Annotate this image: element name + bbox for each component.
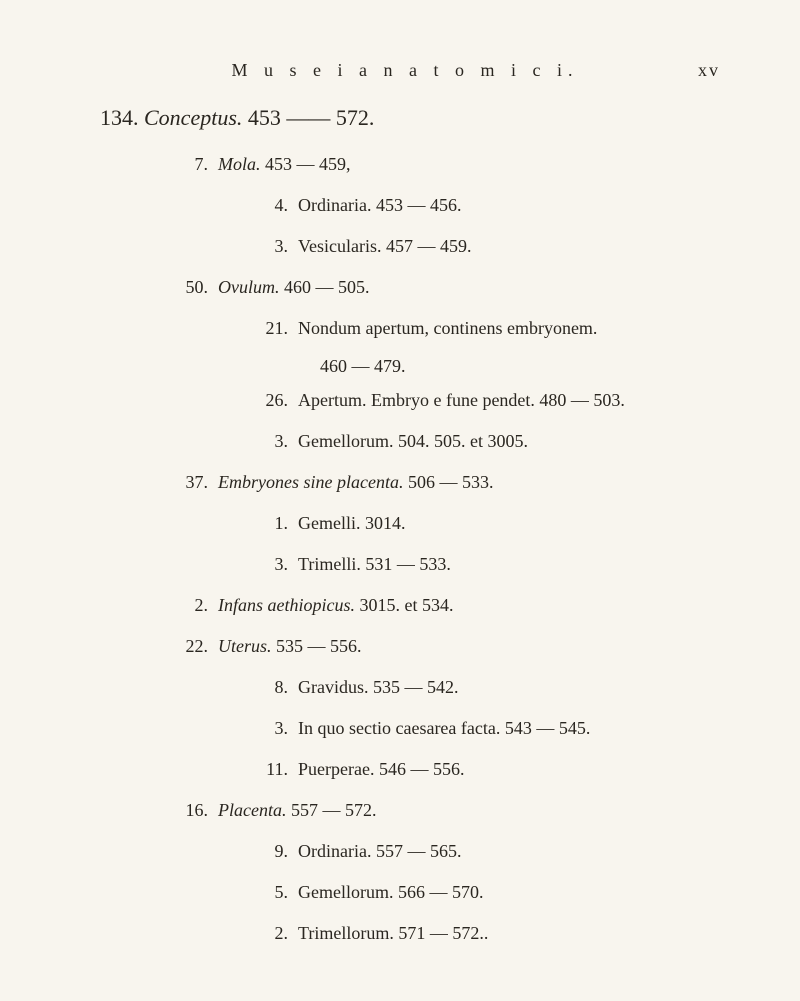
- child-text: Gemellorum. 504. 505. et 3005.: [298, 431, 528, 451]
- entry-subhead: 22. Uterus. 535 — 556.: [180, 633, 720, 660]
- entry-child: 3. Vesicularis. 457 — 459.: [260, 233, 720, 260]
- entry-range: 460 — 505.: [284, 277, 370, 297]
- entry-range: 535 — 556.: [276, 636, 362, 656]
- entry-child: 5. Gemellorum. 566 — 570.: [260, 879, 720, 906]
- entry-title: Infans aethiopicus.: [218, 595, 355, 615]
- entry-group: 50. Ovulum. 460 — 505. 21. Nondum apertum, …: [90, 274, 720, 455]
- running-header: M u s e i a n a t o m i c i. xv: [90, 60, 720, 81]
- child-text: Puerperae. 546 — 556.: [298, 759, 464, 779]
- child-text: Nondum apertum, continens embryonem.: [298, 318, 597, 338]
- child-text: Gemellorum. 566 — 570.: [298, 882, 483, 902]
- child-text: Ordinaria. 557 — 565.: [298, 841, 461, 861]
- entry-range: 3015. et 534.: [360, 595, 454, 615]
- entry-subhead: 37. Embryones sine placenta. 506 — 533.: [180, 469, 720, 496]
- entry-num: 22.: [180, 633, 208, 660]
- entry-group: 16. Placenta. 557 — 572.9. Ordinaria. 557 …: [90, 797, 720, 947]
- child-text: Gravidus. 535 — 542.: [298, 677, 459, 697]
- entry-num: 7.: [180, 151, 208, 178]
- entry-child: 26. Apertum. Embryo e fune pendet. 480 — …: [260, 387, 720, 414]
- entry-child: 2. Trimellorum. 571 — 572..: [260, 920, 720, 947]
- entry-subhead: 7. Mola. 453 — 459,: [180, 151, 720, 178]
- entry-child: 21. Nondum apertum, continens embryonem.: [260, 315, 720, 342]
- header-title: M u s e i a n a t o m i c i.: [232, 60, 579, 81]
- child-text: Vesicularis. 457 — 459.: [298, 236, 471, 256]
- entry-child: 11. Puerperae. 546 — 556.: [260, 756, 720, 783]
- entry-title: Embryones sine placenta.: [218, 472, 403, 492]
- entry-range: 557 — 572.: [291, 800, 377, 820]
- child-num: 1.: [260, 510, 288, 537]
- child-num: 9.: [260, 838, 288, 865]
- header-page-num: xv: [698, 60, 720, 81]
- child-num: 5.: [260, 879, 288, 906]
- child-text: Apertum. Embryo e fune pendet. 480 — 503…: [298, 390, 625, 410]
- entry-child: 3. In quo sectio caesarea facta. 543 — 54…: [260, 715, 720, 742]
- entry-child: 8. Gravidus. 535 — 542.: [260, 674, 720, 701]
- child-num: 11.: [260, 756, 288, 783]
- heading-num: 134.: [100, 105, 139, 130]
- child-num: 4.: [260, 192, 288, 219]
- heading-range: 453 —— 572.: [248, 105, 375, 130]
- entry-range: 506 — 533.: [408, 472, 494, 492]
- entry-subhead: 50. Ovulum. 460 — 505.: [180, 274, 720, 301]
- entry-range: 453 — 459,: [265, 154, 351, 174]
- child-num: 8.: [260, 674, 288, 701]
- entries-container: 7. Mola. 453 — 459, 4. Ordinaria. 453 — 456…: [90, 151, 720, 947]
- child-text: Trimelli. 531 — 533.: [298, 554, 451, 574]
- entry-subhead: 16. Placenta. 557 — 572.: [180, 797, 720, 824]
- entry-title: Placenta.: [218, 800, 286, 820]
- entry-child: 4. Ordinaria. 453 — 456.: [260, 192, 720, 219]
- entry-title: Uterus.: [218, 636, 272, 656]
- child-num: 26.: [260, 387, 288, 414]
- entry-child: 1. Gemelli. 3014.: [260, 510, 720, 537]
- entry-title: Mola.: [218, 154, 261, 174]
- child-num: 3.: [260, 233, 288, 260]
- entry-group: 37. Embryones sine placenta. 506 — 533. 1.…: [90, 469, 720, 578]
- entry-child: 3. Trimelli. 531 — 533.: [260, 551, 720, 578]
- heading-title: Conceptus.: [144, 105, 242, 130]
- child-continuation: 460 — 479.: [320, 356, 720, 377]
- entry-child: 9. Ordinaria. 557 — 565.: [260, 838, 720, 865]
- entry-title: Ovulum.: [218, 277, 280, 297]
- child-text: In quo sectio caesarea facta. 543 — 545.: [298, 718, 590, 738]
- child-text: Gemelli. 3014.: [298, 513, 405, 533]
- entry-group: 2. Infans aethiopicus. 3015. et 534.: [90, 592, 720, 619]
- entry-num: 50.: [180, 274, 208, 301]
- entry-child: 3. Gemellorum. 504. 505. et 3005.: [260, 428, 720, 455]
- child-num: 3.: [260, 551, 288, 578]
- child-num: 3.: [260, 428, 288, 455]
- child-text: Ordinaria. 453 — 456.: [298, 195, 461, 215]
- entry-subhead: 2. Infans aethiopicus. 3015. et 534.: [180, 592, 720, 619]
- child-num: 21.: [260, 315, 288, 342]
- entry-group: 22. Uterus. 535 — 556. 8. Gravidus. 535 — 5…: [90, 633, 720, 783]
- child-num: 2.: [260, 920, 288, 947]
- entry-num: 16.: [180, 797, 208, 824]
- entry-num: 37.: [180, 469, 208, 496]
- child-num: 3.: [260, 715, 288, 742]
- child-text: Trimellorum. 571 — 572..: [298, 923, 488, 943]
- entry-num: 2.: [180, 592, 208, 619]
- page: M u s e i a n a t o m i c i. xv 134. Con…: [0, 0, 800, 1001]
- entry-group: 7. Mola. 453 — 459, 4. Ordinaria. 453 — 456…: [90, 151, 720, 260]
- section-heading: 134. Conceptus. 453 —— 572.: [100, 105, 720, 131]
